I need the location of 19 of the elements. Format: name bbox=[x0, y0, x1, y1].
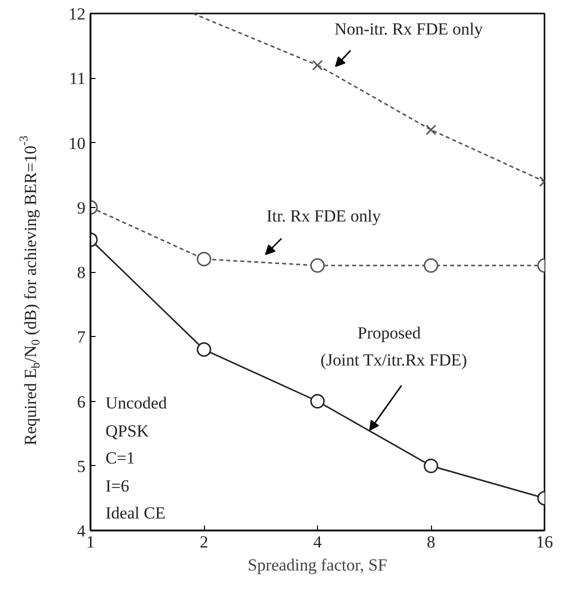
y-axis-title: Required Eb/N0 (dB) for achieving BER=10-3 bbox=[16, 136, 42, 446]
y-tick-label: 9 bbox=[77, 198, 86, 218]
y-tick-label: 11 bbox=[69, 69, 86, 88]
y-tick-label: 5 bbox=[77, 456, 86, 476]
y-tick-label: 7 bbox=[77, 328, 86, 347]
y-tick-label: 6 bbox=[77, 392, 86, 412]
annotation: Uncoded QPSK C=1 I=6 Ideal CE bbox=[106, 394, 168, 522]
y-tick-label: 8 bbox=[77, 263, 86, 282]
x-tick-label: 4 bbox=[313, 532, 322, 552]
x-tick-label: 8 bbox=[426, 532, 436, 552]
y-tick-label: 12 bbox=[68, 4, 86, 24]
x-tick-label: 1 bbox=[86, 532, 95, 552]
y-tick-label: 10 bbox=[68, 134, 86, 153]
x-axis-title: Spreading factor, SF bbox=[248, 556, 388, 574]
x-tick-label: 2 bbox=[200, 532, 208, 552]
annotation: Proposed (Joint Tx/itr.Rx FDE) bbox=[320, 324, 468, 370]
annotation: Itr. Rx FDE only bbox=[266, 206, 382, 226]
annotation: Non-itr. Rx FDE only bbox=[334, 20, 484, 38]
x-tick-label: 16 bbox=[536, 532, 553, 552]
